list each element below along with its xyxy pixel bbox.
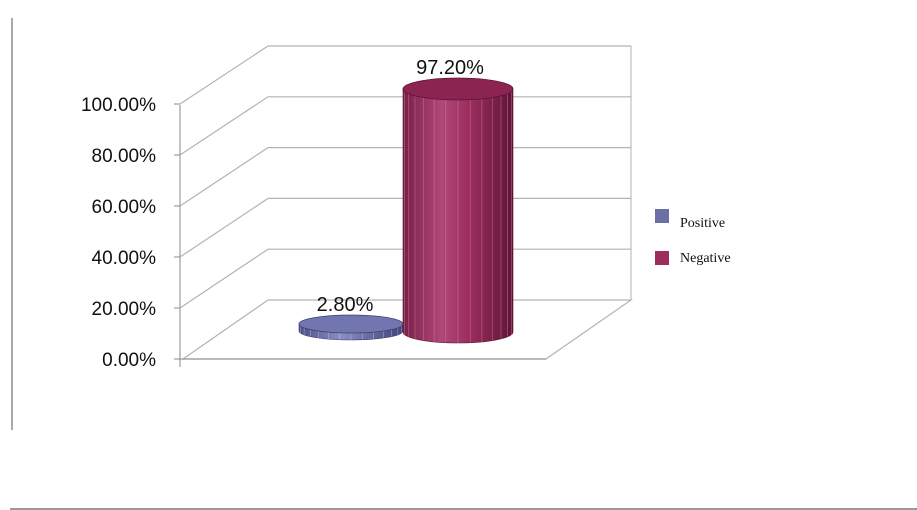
legend: Positive Negative: [655, 209, 731, 266]
legend-label: Negative: [680, 251, 731, 266]
data-labels: 2.80% 97.20%: [317, 57, 484, 316]
legend-label: Positive: [680, 216, 725, 231]
legend-swatch: [655, 251, 669, 265]
y-tick-label: 60.00%: [92, 197, 157, 218]
y-tick-label: 80.00%: [92, 146, 157, 167]
y-tick-label: 0.00%: [102, 350, 156, 371]
gridlines: [174, 45, 631, 360]
y-tick-label: 20.00%: [92, 299, 157, 320]
bar-top: [402, 77, 514, 101]
bar-positive: [298, 314, 404, 341]
bar-negative: [402, 77, 514, 344]
y-tick-labels: 0.00% 20.00% 40.00% 60.00% 80.00% 100.00%: [81, 95, 156, 371]
gridline: [179, 45, 631, 105]
bar-top: [298, 314, 404, 334]
y-tick-label: 100.00%: [81, 95, 156, 116]
legend-swatch: [655, 209, 669, 223]
bars: [298, 77, 514, 344]
data-label-negative: 97.20%: [416, 57, 484, 79]
y-tick-label: 40.00%: [92, 248, 157, 269]
data-label-positive: 2.80%: [317, 294, 374, 316]
